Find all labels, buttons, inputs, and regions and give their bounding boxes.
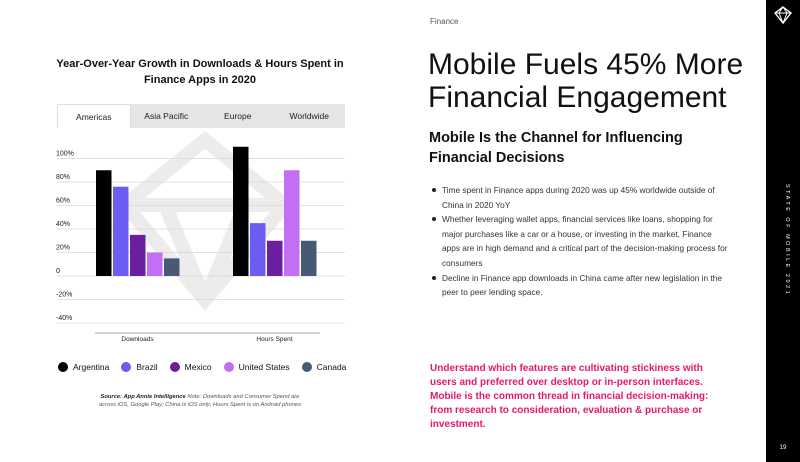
y-tick-label: 20% xyxy=(56,245,70,252)
y-tick-label: 40% xyxy=(56,221,70,228)
diamond-logo-icon xyxy=(774,6,792,24)
bar-chart: 100% 80% 60% 40% 20% 0 -20% -40% Downloads Hours… xyxy=(56,130,345,343)
y-tick-label: 100% xyxy=(56,151,74,158)
bar-argentina-downloads xyxy=(96,170,112,276)
legend-item-brazil: Brazil xyxy=(121,362,158,372)
bullet-item: Decline in Finance app downloads in Chin… xyxy=(430,271,730,300)
legend-label: Canada xyxy=(316,362,347,372)
legend-label: Argentina xyxy=(73,362,110,372)
bar-brazil-hours-spent xyxy=(250,223,266,276)
chart-title: Year-Over-Year Growth in Downloads & Hou… xyxy=(56,58,344,86)
y-tick-label: 60% xyxy=(56,198,70,205)
x-category-label: Hours Spent xyxy=(256,336,292,343)
bar-mexico-hours-spent xyxy=(267,240,283,276)
bar-mexico-downloads xyxy=(130,234,146,276)
bullet-list: Time spent in Finance apps during 2020 w… xyxy=(430,183,730,300)
legend-label: Brazil xyxy=(136,362,158,372)
legend-swatch-brazil xyxy=(121,362,132,372)
tab-europe[interactable]: Europe xyxy=(224,111,252,121)
bar-united-states-hours-spent xyxy=(284,170,300,276)
subheadline: Mobile Is the Channel for Influencing Fi… xyxy=(429,130,683,166)
legend-item-mexico: Mexico xyxy=(169,362,212,372)
legend-label: United States xyxy=(238,362,290,372)
legend-item-argentina: Argentina xyxy=(58,362,109,372)
legend-label: Mexico xyxy=(184,362,212,372)
bar-united-states-downloads xyxy=(147,252,163,276)
tab-asia-pacific[interactable]: Asia Pacific xyxy=(144,111,189,121)
source-text: Note: Downloads and Consumer Spend are a… xyxy=(98,394,302,408)
chart-source-note: Source: App Annie Intelligence Note: Dow… xyxy=(95,393,305,409)
bar-canada-hours-spent xyxy=(301,240,317,276)
legend-swatch-united-states xyxy=(223,362,234,372)
legend-item-canada: Canada xyxy=(301,362,347,372)
y-tick-label: 80% xyxy=(56,174,70,181)
y-tick-label: 0 xyxy=(56,268,60,275)
x-category-label: Downloads xyxy=(121,336,154,343)
callout-text: Understand which features are cultivatin… xyxy=(430,363,709,430)
source-label: Source: App Annie Intelligence xyxy=(100,394,186,400)
legend-item-united-states: United States xyxy=(223,362,290,372)
legend-swatch-mexico xyxy=(169,362,180,372)
bullet-item: Whether leveraging wallet apps, financia… xyxy=(430,212,730,270)
bar-brazil-downloads xyxy=(113,186,129,276)
page-number: 19 xyxy=(779,445,787,451)
bullet-item: Time spent in Finance apps during 2020 w… xyxy=(430,183,730,212)
bar-argentina-hours-spent xyxy=(233,146,249,276)
tab-americas[interactable]: Americas xyxy=(57,104,131,128)
legend-swatch-argentina xyxy=(58,362,68,372)
section-label: Finance xyxy=(430,17,459,26)
region-tabs: Americas Asia Pacific Europe Worldwide xyxy=(57,104,345,128)
sidebar-report-title: STATE OF MOBILE 2021 xyxy=(784,183,790,297)
y-tick-label: -40% xyxy=(56,315,72,322)
y-tick-label: -20% xyxy=(56,292,72,299)
chart-legend: Argentina Brazil Mexico United States Ca… xyxy=(58,362,358,372)
bar-canada-downloads xyxy=(164,258,180,276)
sidebar: STATE OF MOBILE 2021 19 xyxy=(766,0,800,462)
tab-worldwide[interactable]: Worldwide xyxy=(289,111,330,121)
page-title: Mobile Fuels 45% More Financial Engageme… xyxy=(428,48,744,114)
legend-swatch-canada xyxy=(301,362,312,372)
